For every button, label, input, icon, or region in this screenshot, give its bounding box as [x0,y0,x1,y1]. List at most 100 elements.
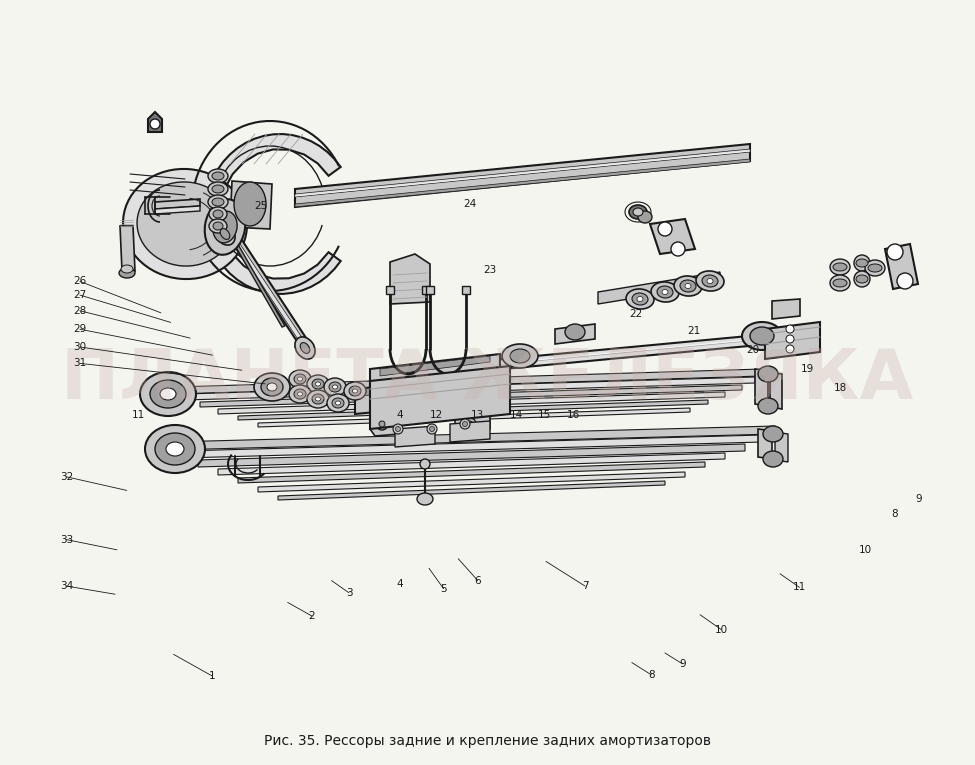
Ellipse shape [327,394,349,412]
Ellipse shape [662,289,668,295]
Ellipse shape [833,263,847,271]
Ellipse shape [220,229,230,239]
Ellipse shape [856,275,868,283]
Polygon shape [148,112,162,132]
Circle shape [658,222,672,236]
Ellipse shape [213,222,223,230]
Ellipse shape [119,268,135,278]
Text: 28: 28 [73,306,87,316]
Polygon shape [182,435,762,458]
Text: 32: 32 [59,472,73,482]
Text: 11: 11 [132,410,145,420]
Text: 4: 4 [397,410,403,420]
Text: 16: 16 [566,410,580,420]
Text: 19: 19 [800,364,814,374]
Ellipse shape [208,182,228,196]
Polygon shape [426,286,434,294]
Ellipse shape [312,394,324,404]
Text: 4: 4 [397,579,403,589]
Polygon shape [462,286,470,294]
Polygon shape [355,374,510,414]
Ellipse shape [651,282,679,302]
Ellipse shape [344,382,366,400]
Ellipse shape [763,426,783,442]
Ellipse shape [316,397,321,401]
Text: 3: 3 [346,588,352,598]
Ellipse shape [121,265,133,273]
Text: 15: 15 [537,410,551,420]
Circle shape [460,419,470,429]
Circle shape [786,345,794,353]
Ellipse shape [502,344,538,368]
Polygon shape [228,234,310,346]
Ellipse shape [674,276,702,296]
Text: 13: 13 [471,410,485,420]
Polygon shape [258,408,690,427]
Ellipse shape [657,286,673,298]
Ellipse shape [332,398,344,408]
Text: 8: 8 [892,509,898,519]
Ellipse shape [680,280,696,292]
Circle shape [462,422,467,427]
Text: 26: 26 [73,276,87,286]
Ellipse shape [854,271,870,287]
Polygon shape [390,254,430,304]
Circle shape [786,335,794,343]
Polygon shape [386,286,394,294]
Circle shape [464,418,476,430]
Ellipse shape [637,297,643,301]
Ellipse shape [510,349,530,363]
Circle shape [467,421,473,427]
Ellipse shape [261,378,283,396]
Text: ПЛАНЕТА ЖЕЛЕЗЯКА: ПЛАНЕТА ЖЕЛЕЗЯКА [61,346,914,412]
Text: 23: 23 [483,265,496,275]
Ellipse shape [297,392,302,396]
Circle shape [897,273,913,289]
Ellipse shape [638,211,652,223]
Polygon shape [370,354,500,394]
Ellipse shape [830,259,850,275]
Ellipse shape [209,219,227,233]
Polygon shape [200,385,742,407]
Ellipse shape [213,210,223,218]
Text: 20: 20 [746,345,760,355]
Ellipse shape [324,378,346,396]
Ellipse shape [329,382,341,392]
Text: 9: 9 [680,659,685,669]
Polygon shape [258,472,685,492]
Text: 27: 27 [73,290,87,300]
Polygon shape [772,299,800,319]
Text: 24: 24 [463,199,477,209]
Polygon shape [370,412,400,436]
Ellipse shape [417,493,433,505]
Ellipse shape [830,275,850,291]
Ellipse shape [868,264,882,272]
Ellipse shape [289,385,311,403]
Polygon shape [370,366,510,429]
Ellipse shape [865,260,885,276]
Polygon shape [295,149,750,197]
Text: 6: 6 [475,575,481,585]
Ellipse shape [300,343,310,353]
Ellipse shape [707,278,713,284]
Ellipse shape [208,195,228,209]
Polygon shape [650,219,695,254]
Ellipse shape [294,374,306,384]
Polygon shape [185,377,755,400]
Circle shape [420,459,430,469]
Text: 10: 10 [715,625,728,635]
Polygon shape [175,369,762,394]
Polygon shape [360,376,505,396]
Text: 7: 7 [582,581,588,591]
Text: 12: 12 [430,410,444,420]
Ellipse shape [353,389,358,393]
Polygon shape [885,244,918,289]
Text: 10: 10 [859,545,873,555]
Ellipse shape [209,207,227,221]
Ellipse shape [833,279,847,287]
Polygon shape [450,421,490,442]
Text: 34: 34 [59,581,73,591]
Ellipse shape [312,379,324,389]
Circle shape [427,424,437,434]
Polygon shape [455,404,490,432]
